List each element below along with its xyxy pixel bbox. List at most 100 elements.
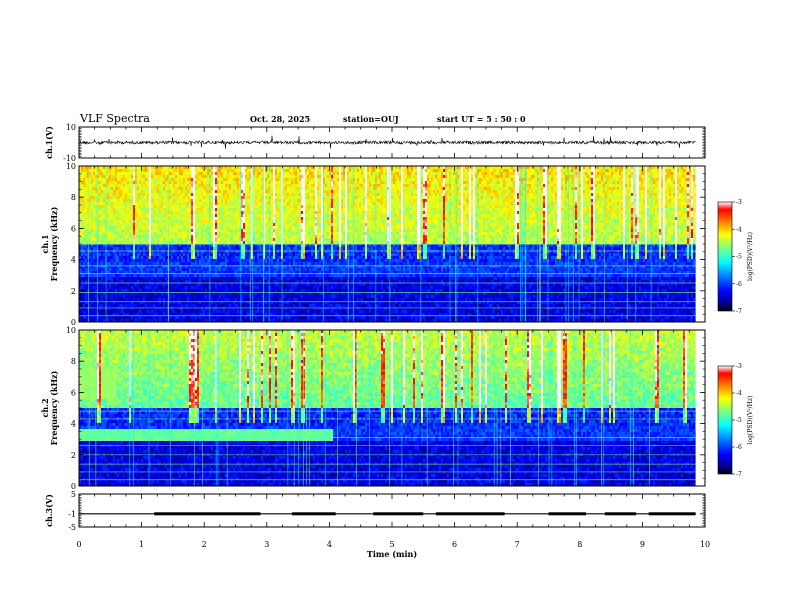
spectrogram-cell xyxy=(185,274,187,277)
spectrogram-cell xyxy=(101,169,103,172)
spectrogram-cell xyxy=(235,247,237,250)
spectrogram-cell xyxy=(91,193,93,196)
spectrogram-cell xyxy=(83,205,85,208)
spectrogram-cell xyxy=(101,316,103,319)
spectrogram-cell xyxy=(233,241,235,244)
spectrogram-cell xyxy=(137,250,139,253)
spectrogram-cell xyxy=(181,223,183,226)
spectrogram-cell xyxy=(95,235,97,238)
spectrogram-cell xyxy=(129,220,131,223)
spectrogram-cell xyxy=(113,193,115,196)
spectrogram-cell xyxy=(181,304,183,307)
spectrogram-cell xyxy=(213,304,215,307)
spectrogram-cell xyxy=(217,259,219,262)
spectrogram-cell xyxy=(109,253,111,256)
spectrogram-cell xyxy=(89,316,91,319)
spectrogram-cell xyxy=(99,181,101,184)
spectrogram-cell xyxy=(261,268,263,271)
spectrogram-cell xyxy=(111,169,113,172)
spectrogram-cell xyxy=(193,262,195,265)
spectrogram-cell xyxy=(195,259,197,262)
spectrogram-cell xyxy=(115,211,117,214)
spectrogram-cell xyxy=(199,307,201,310)
spectrogram-cell xyxy=(81,304,83,307)
spectrogram-cell xyxy=(169,253,171,256)
spectrogram-cell xyxy=(159,175,161,178)
spectrogram-cell xyxy=(261,229,263,232)
spectrogram-cell xyxy=(135,199,137,202)
spectrogram-cell xyxy=(159,256,161,259)
spectrogram-cell xyxy=(217,289,219,292)
spectrogram-cell xyxy=(151,205,153,208)
spectrogram-cell xyxy=(211,208,213,211)
spectrogram-cell xyxy=(193,298,195,301)
spectrogram-cell xyxy=(155,205,157,208)
spectrogram-cell xyxy=(161,202,163,205)
spectrogram-cell xyxy=(95,196,97,199)
spectrogram-cell xyxy=(235,184,237,187)
spectrogram-cell xyxy=(253,199,255,202)
spectrogram-cell xyxy=(107,289,109,292)
spectrogram-cell xyxy=(189,196,191,199)
spectrogram-cell xyxy=(125,298,127,301)
spectrogram-cell xyxy=(81,190,83,193)
spectrogram-cell xyxy=(179,217,181,220)
spectrogram-cell xyxy=(243,268,245,271)
spectrogram-cell xyxy=(229,295,231,298)
spectrogram-cell xyxy=(145,193,147,196)
spectrogram-cell xyxy=(95,283,97,286)
spectrogram-cell xyxy=(101,262,103,265)
spectrogram-cell xyxy=(203,229,205,232)
spectrogram-cell xyxy=(261,217,263,220)
spectrogram-cell xyxy=(159,229,161,232)
spectrogram-cell xyxy=(187,241,189,244)
spectrogram-cell xyxy=(103,277,105,280)
spectrogram-cell xyxy=(149,274,151,277)
spectrogram-cell xyxy=(161,295,163,298)
spectrogram-cell xyxy=(107,187,109,190)
spectrogram-cell xyxy=(147,190,149,193)
spectrogram-cell xyxy=(197,184,199,187)
spectrogram-cell xyxy=(153,175,155,178)
spectrogram-cell xyxy=(257,241,259,244)
spectrogram-cell xyxy=(245,199,247,202)
spectrogram-cell xyxy=(125,238,127,241)
spectrogram-cell xyxy=(259,259,261,262)
spectrogram-cell xyxy=(89,286,91,289)
spectrogram-cell xyxy=(179,298,181,301)
spectrogram-cell xyxy=(169,208,171,211)
spectrogram-cell xyxy=(189,268,191,271)
spectrogram-cell xyxy=(155,298,157,301)
spectrogram-cell xyxy=(199,178,201,181)
spectrogram-cell xyxy=(137,193,139,196)
spectrogram-cell xyxy=(229,238,231,241)
date-label: Oct. 28, 2025 xyxy=(250,114,310,124)
spectrogram-cell xyxy=(187,310,189,313)
spectrogram-cell xyxy=(243,214,245,217)
spectrogram-cell xyxy=(221,190,223,193)
spectrogram-cell xyxy=(247,223,249,226)
spectrogram-cell xyxy=(259,208,261,211)
spectrogram-cell xyxy=(107,226,109,229)
spectrogram-cell xyxy=(247,253,249,256)
spectrogram-cell xyxy=(125,229,127,232)
spectrogram-cell xyxy=(193,304,195,307)
spectrogram-cell xyxy=(173,181,175,184)
spectrogram-cell xyxy=(161,193,163,196)
spectrogram-cell xyxy=(195,286,197,289)
spectrogram-cell xyxy=(123,250,125,253)
spectrogram-cell xyxy=(189,220,191,223)
spectrogram-cell xyxy=(85,286,87,289)
spectrogram-cell xyxy=(85,274,87,277)
spectrogram-cell xyxy=(107,229,109,232)
spectrogram-cell xyxy=(227,235,229,238)
spectrogram-cell xyxy=(135,253,137,256)
spectrogram-cell xyxy=(247,316,249,319)
spectrogram-cell xyxy=(259,172,261,175)
spectrogram-cell xyxy=(229,298,231,301)
spectrogram-cell xyxy=(223,238,225,241)
spectrogram-cell xyxy=(89,289,91,292)
spectrogram-cell xyxy=(223,214,225,217)
spectrogram-cell xyxy=(123,304,125,307)
